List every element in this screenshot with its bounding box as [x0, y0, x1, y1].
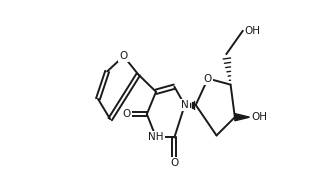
Text: NH: NH [148, 132, 164, 142]
Text: OH: OH [251, 112, 267, 122]
Text: O: O [170, 158, 178, 168]
Text: O: O [120, 51, 128, 61]
Text: O: O [123, 109, 131, 119]
Text: O: O [204, 74, 212, 83]
Text: N: N [181, 100, 189, 110]
Text: OH: OH [244, 26, 260, 36]
Polygon shape [235, 114, 249, 121]
